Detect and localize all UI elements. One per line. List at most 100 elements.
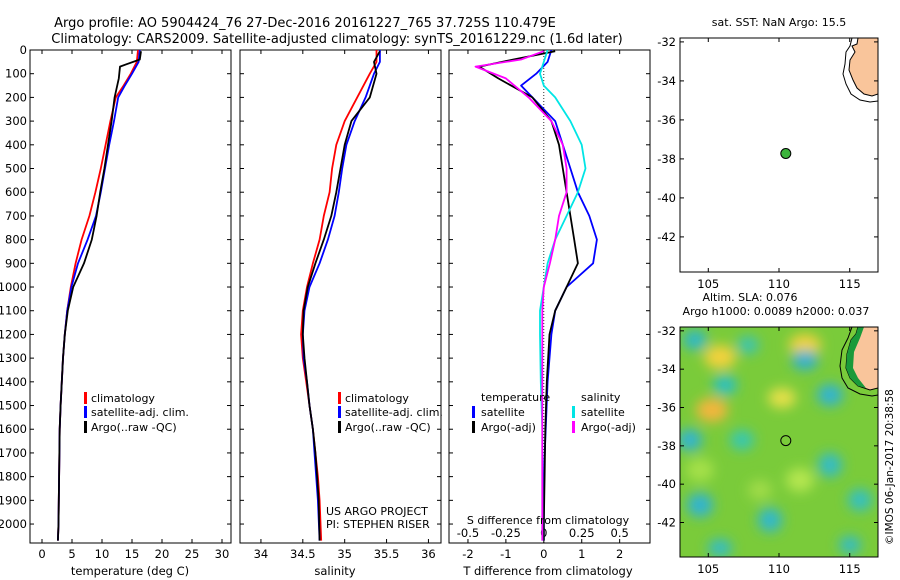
difference-s-label: S difference from climatology — [467, 514, 630, 527]
sla-blob-low — [848, 489, 872, 511]
salinity-lines — [300, 50, 381, 541]
y-tick-label: 1300 — [0, 351, 27, 365]
y-tick-label: 300 — [5, 114, 27, 128]
x-tick-label: 30 — [215, 547, 230, 561]
difference-axes-box — [448, 49, 651, 544]
legend-swatch-satellite — [84, 406, 87, 418]
difference-panel: -2 -1 0 1 2 -0.5 -0.25 0 0.25 0.5 T difference f… — [448, 49, 651, 578]
map-y-tick-label: -42 — [657, 230, 676, 244]
legend-label-s-argo: Argo(-adj) — [581, 421, 636, 434]
sla-blob-low — [713, 375, 737, 395]
y-tick-label: 100 — [5, 67, 27, 81]
x-tick-label: 0 — [38, 547, 45, 561]
map-y-tick-label: -36 — [657, 113, 676, 127]
x-tick-label: 10 — [95, 547, 110, 561]
temperature-x-label: temperature (deg C) — [71, 564, 189, 578]
sst-map-ticks: 105 110 115 -32 -34 -36 -38 -40 -42 — [657, 35, 878, 291]
sla-map-title-line2: Argo h1000: 0.0089 h2000: 0.037 — [683, 305, 870, 318]
difference-lines — [474, 50, 598, 541]
y-tick-label: 1400 — [0, 375, 27, 389]
sla-blobs — [680, 330, 872, 557]
y-tick-label: 1800 — [0, 470, 27, 484]
x-tick-label: 34 — [254, 547, 269, 561]
sla-blob-low — [758, 508, 782, 532]
temperature-y-ticks: 0 100 200 300 400 500 600 700 800 900 1000 1100 1200… — [0, 43, 231, 531]
sla-blob-low — [680, 429, 702, 451]
legend-swatch-satellite — [338, 406, 341, 418]
pi-annotation: PI: STEPHEN RISER — [326, 518, 430, 531]
map-y-tick-label: -42 — [657, 516, 676, 530]
sla-blob-low — [817, 384, 843, 406]
y-tick-label: 1000 — [0, 280, 27, 294]
legend-label-satellite: satellite-adj. clim. — [345, 406, 443, 419]
salinity-axes-box — [239, 49, 442, 544]
x-tick-label: 2 — [616, 547, 623, 561]
sla-blob-high — [696, 398, 728, 422]
sla-blob-low — [818, 453, 842, 477]
map-y-tick-label: -38 — [657, 439, 676, 453]
y-tick-label: 2000 — [0, 517, 27, 531]
coast-contour — [839, 327, 878, 397]
sst-map-title: sat. SST: NaN Argo: 15.5 — [712, 16, 846, 29]
x-tick-label: 36 — [421, 547, 436, 561]
difference-y-ticks — [449, 49, 650, 525]
y-tick-label: 900 — [5, 256, 27, 270]
y-tick-label: 1900 — [0, 493, 27, 507]
map-y-tick-label: -32 — [657, 35, 676, 49]
y-tick-label: 1700 — [0, 446, 27, 460]
x-tick-label: 5 — [68, 547, 75, 561]
x-tick-label: 1 — [578, 547, 585, 561]
legend-title-temperature: temperature — [481, 391, 550, 404]
legend-swatch-climatology — [338, 392, 341, 404]
argo-location-marker — [780, 435, 792, 447]
temperature-legend: climatology satellite-adj. clim. Argo(..… — [84, 392, 189, 434]
series-line-salinity-argo-adj- — [474, 50, 568, 541]
salinity-x-label: salinity — [314, 564, 355, 578]
y-tick-label: 1200 — [0, 327, 27, 341]
salinity-panel: 34 34.5 35 35.5 36 salinity climatology sate… — [239, 49, 443, 578]
series-line-argo — [301, 50, 381, 541]
x-tick-label: 35.5 — [374, 547, 400, 561]
sla-blob-low — [730, 430, 754, 450]
map-y-tick-label: -38 — [657, 152, 676, 166]
y-tick-label: 1600 — [0, 422, 27, 436]
temperature-panel: 0100200300400500600700800900100011001200… — [0, 43, 232, 578]
y-tick-label: 600 — [5, 185, 27, 199]
x-tick-label: 25 — [185, 547, 200, 561]
legend-swatch-s-argo — [572, 421, 575, 433]
sla-heatmap — [680, 327, 878, 557]
coast-shelf-region — [846, 327, 866, 388]
legend-label-climatology: climatology — [91, 392, 155, 405]
legend-title-salinity: salinity — [581, 391, 621, 404]
sla-blob-mid — [686, 458, 714, 482]
sla-blob-mid — [786, 468, 814, 492]
argo-location-marker — [780, 148, 792, 159]
temperature-axes-box — [29, 49, 232, 544]
legend-swatch-climatology — [84, 392, 87, 404]
x-tick-label: 34.5 — [290, 547, 316, 561]
salinity-x-ticks: 34 34.5 35 35.5 36 — [254, 50, 436, 561]
sla-blob-high — [704, 345, 736, 369]
australia-land — [848, 38, 878, 97]
x-tick-label: -2 — [462, 547, 473, 561]
sst-map-coast — [842, 38, 878, 103]
series-line-argo — [57, 51, 142, 541]
y-tick-label: 1500 — [0, 399, 27, 413]
y-tick-label: 800 — [5, 233, 27, 247]
legend-label-t-argo: Argo(-adj) — [481, 421, 536, 434]
temperature-lines — [57, 50, 142, 541]
difference-legend: temperature salinity satellite Argo(-adj… — [472, 391, 636, 434]
y-tick-label: 200 — [5, 90, 27, 104]
sla-map-title-line1: Altim. SLA: 0.076 — [702, 291, 797, 304]
map-x-tick-label: 110 — [768, 562, 790, 576]
sst-map-axes-box — [679, 37, 879, 273]
map-x-tick-label: 105 — [697, 277, 719, 291]
map-x-tick-label: 115 — [839, 562, 861, 576]
y-tick-label: 400 — [5, 138, 27, 152]
legend-swatch-t-argo — [472, 421, 475, 433]
sla-blob-low — [708, 539, 732, 557]
sla-blob-low — [792, 350, 818, 370]
map-y-tick-label: -32 — [657, 324, 676, 338]
sla-blob-high — [789, 334, 821, 356]
sla-blob-high — [768, 388, 796, 408]
